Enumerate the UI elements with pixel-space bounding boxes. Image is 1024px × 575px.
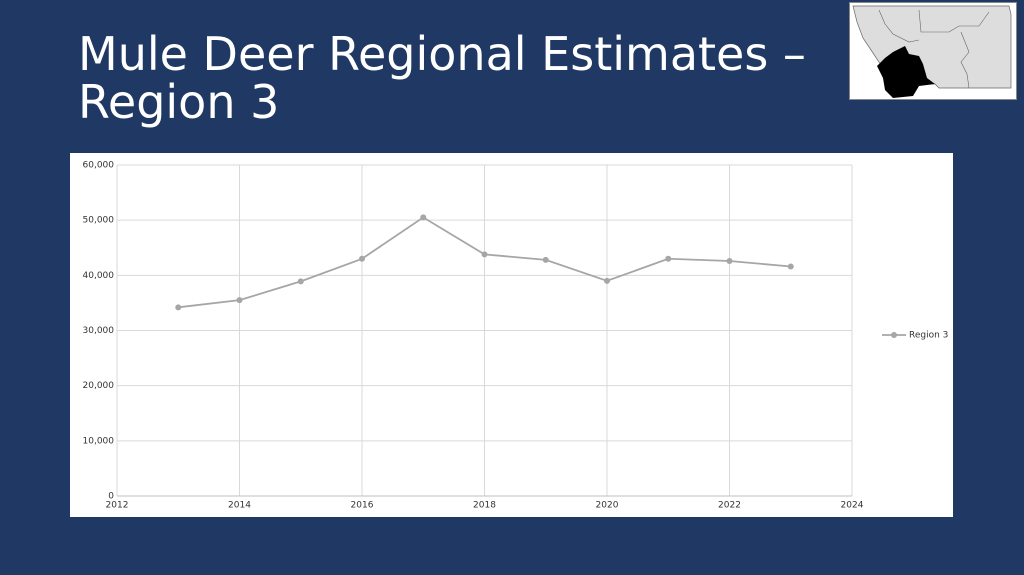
x-tick-label: 2022 bbox=[718, 501, 741, 511]
data-point bbox=[726, 257, 733, 264]
x-tick-label: 2020 bbox=[596, 501, 619, 511]
y-tick-label: 0 bbox=[108, 492, 114, 502]
data-point bbox=[175, 304, 182, 311]
chart-background bbox=[70, 153, 953, 517]
region-border bbox=[918, 9, 990, 33]
x-tick-label: 2012 bbox=[106, 501, 129, 511]
chart: 0 10,000 20,000 30,000 40,000 50,000 60,000 201… bbox=[70, 153, 953, 517]
data-point bbox=[481, 251, 488, 258]
data-point bbox=[665, 255, 672, 262]
legend-label: Region 3 bbox=[909, 331, 948, 341]
region-3 bbox=[877, 46, 935, 98]
y-tick-label: 10,000 bbox=[83, 436, 115, 446]
data-point bbox=[420, 214, 427, 221]
y-tick-label: 30,000 bbox=[83, 326, 115, 336]
x-tick-label: 2014 bbox=[228, 501, 251, 511]
x-tick-label: 2018 bbox=[473, 501, 496, 511]
data-point bbox=[297, 278, 304, 285]
data-point bbox=[236, 297, 243, 304]
y-tick-label: 20,000 bbox=[83, 381, 115, 391]
region-map bbox=[849, 2, 1017, 100]
data-point bbox=[359, 255, 365, 262]
y-tick-label: 50,000 bbox=[83, 216, 115, 226]
data-point bbox=[604, 277, 610, 284]
slide-title: Mule Deer Regional Estimates – Region 3 bbox=[78, 27, 806, 129]
y-tick-label: 40,000 bbox=[83, 271, 115, 281]
legend-marker bbox=[891, 332, 897, 338]
region-border bbox=[960, 31, 970, 89]
x-tick-label: 2024 bbox=[841, 501, 864, 511]
region-border bbox=[878, 9, 920, 43]
data-point bbox=[787, 263, 794, 270]
data-point bbox=[542, 256, 549, 263]
y-tick-label: 60,000 bbox=[83, 161, 115, 171]
x-tick-label: 2016 bbox=[351, 501, 374, 511]
